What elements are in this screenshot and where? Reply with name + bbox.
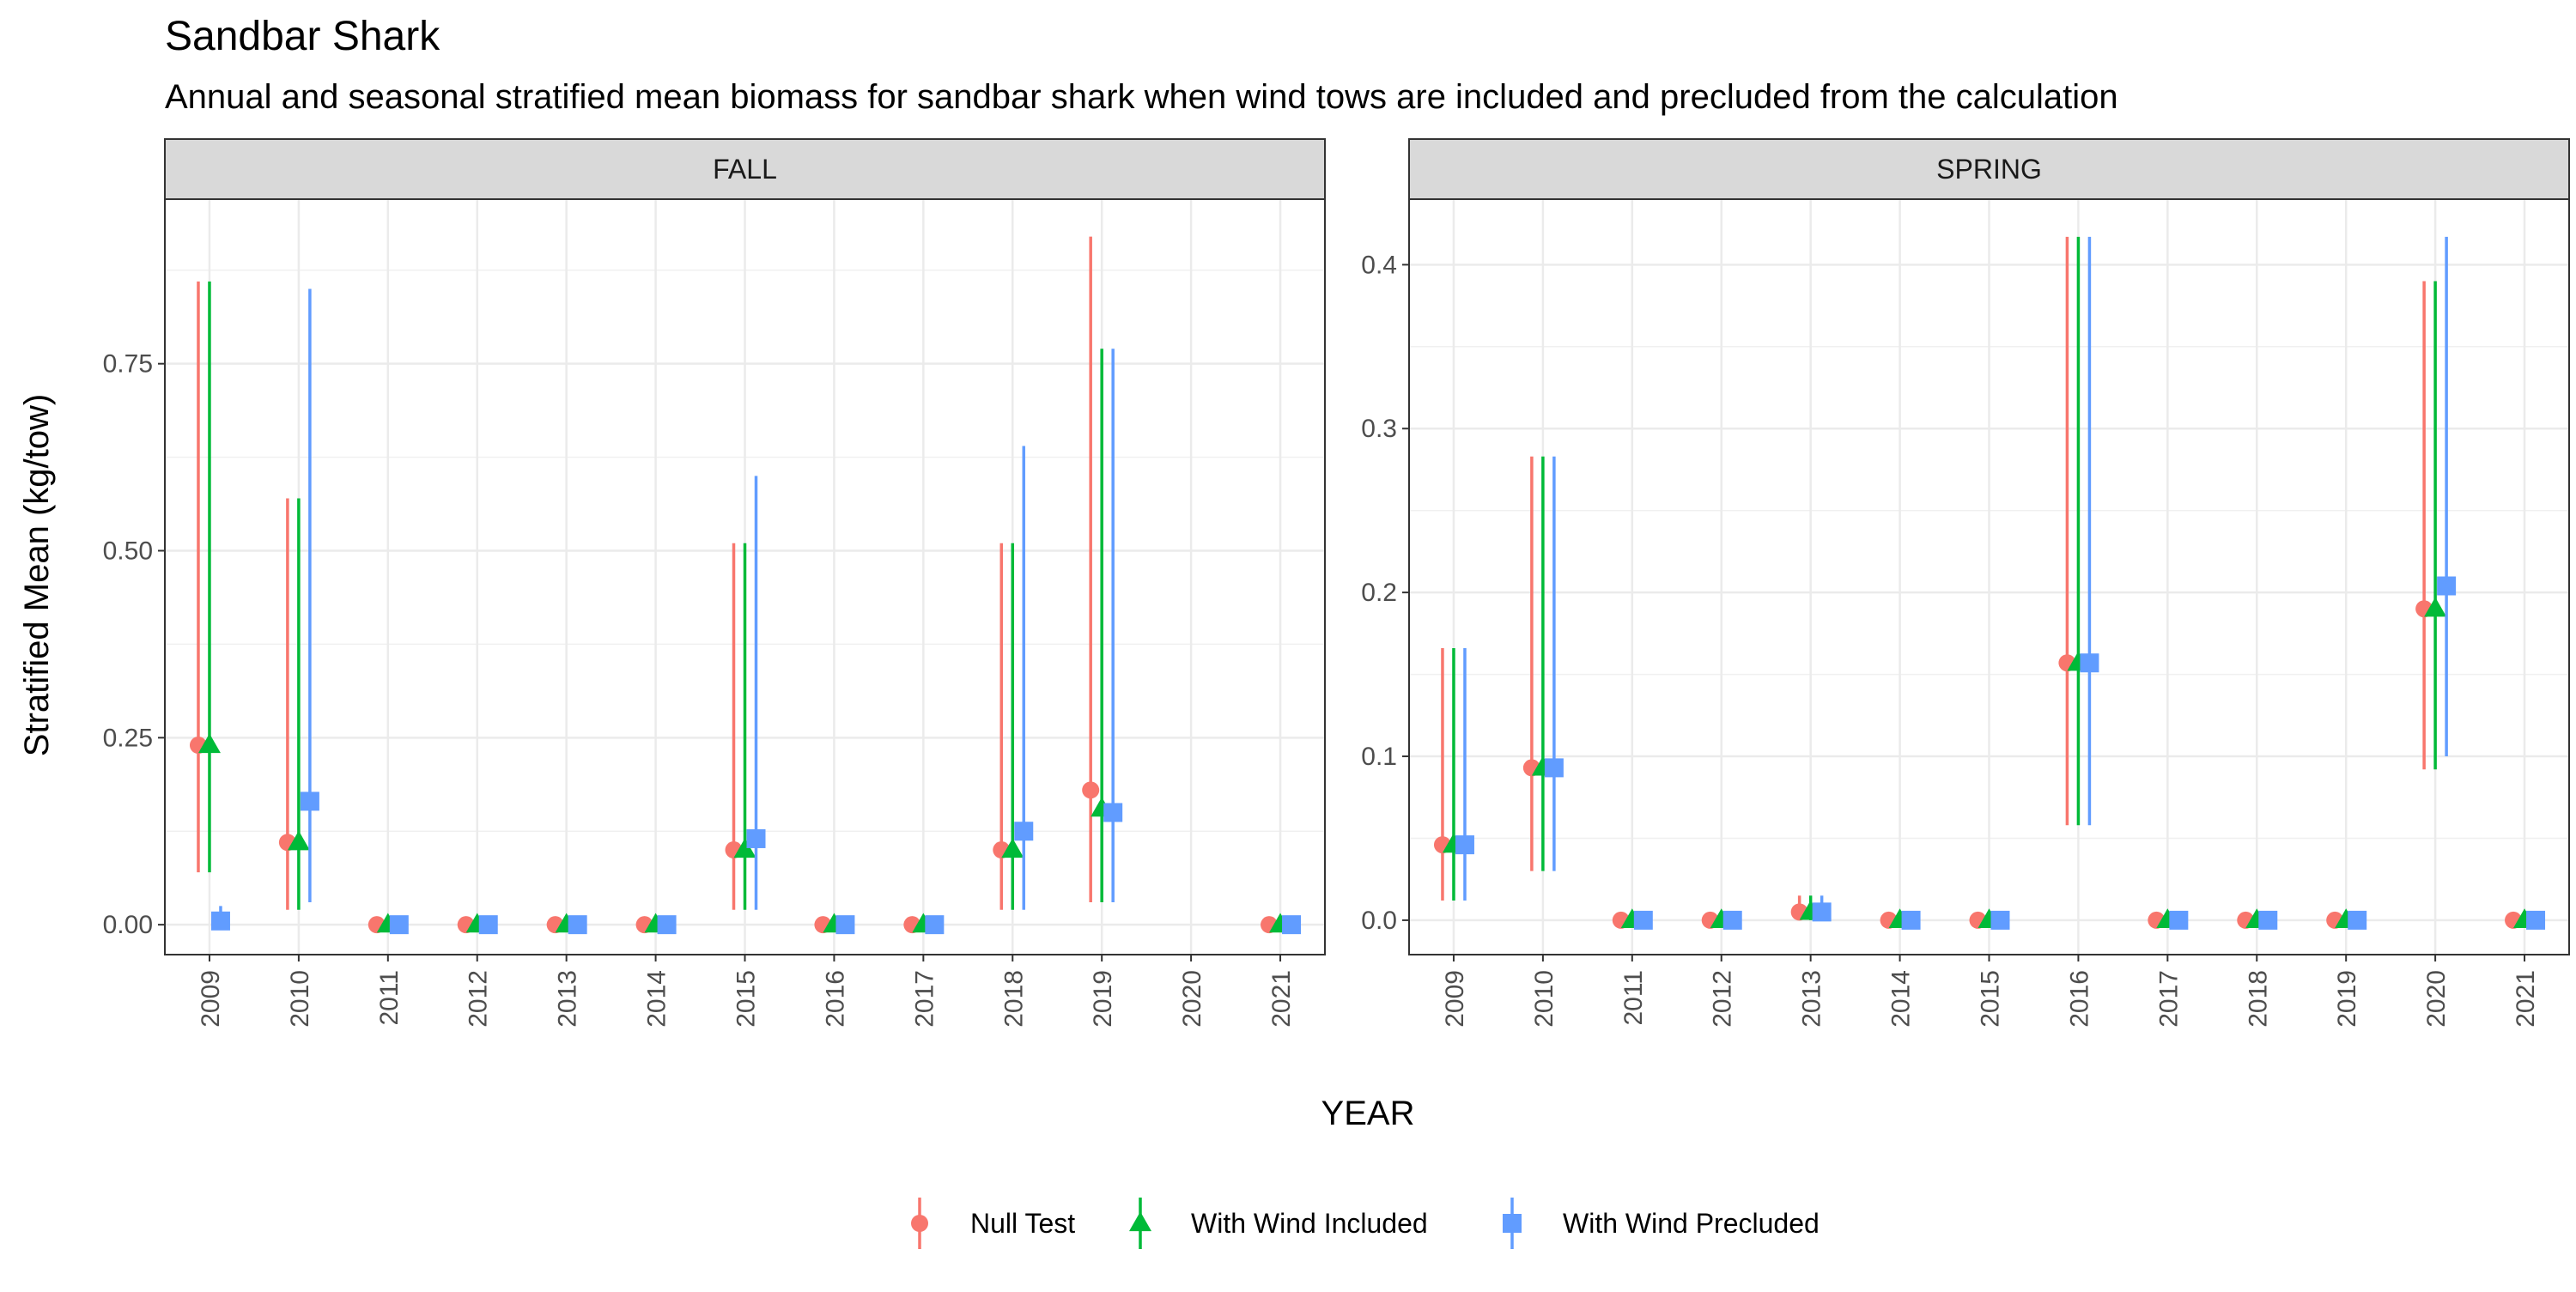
x-tick-label: 2016 <box>821 970 849 1028</box>
x-tick-label: 2017 <box>910 970 939 1028</box>
data-point <box>197 733 221 754</box>
x-tick-label: 2012 <box>1709 970 1737 1028</box>
legend-item: With Wind Precluded <box>1503 1198 1820 1249</box>
data-point <box>300 792 319 811</box>
x-tick-label: 2013 <box>554 970 582 1028</box>
legend-label: Null Test <box>970 1208 1075 1239</box>
panel-border <box>164 198 1326 955</box>
legend-key-marker <box>911 1215 928 1232</box>
data-point <box>1901 910 1921 930</box>
data-point <box>1990 910 2010 930</box>
data-point <box>2437 576 2457 596</box>
x-tick-label: 2019 <box>2333 970 2361 1028</box>
x-tick-label: 2018 <box>999 970 1028 1028</box>
x-tick-label: 2019 <box>1089 970 1117 1028</box>
x-tick-label: 2011 <box>375 970 404 1026</box>
data-point <box>1455 835 1474 855</box>
data-point <box>1103 803 1123 822</box>
panel-fall: FALL 0.00 0.25 0.50 0.75 2009 2010 2011 2012 2013… <box>103 138 1326 1028</box>
x-tick-label: 2010 <box>286 970 314 1028</box>
data-point <box>2169 910 2189 930</box>
y-tick-label: 0.0 <box>1361 907 1397 935</box>
series-with-wind-precluded <box>210 288 1302 935</box>
y-tick-label: 0.25 <box>103 724 153 752</box>
data-point <box>835 915 855 935</box>
x-axis-title: YEAR <box>1321 1095 1415 1132</box>
legend-label: With Wind Precluded <box>1563 1208 1820 1239</box>
x-tick-label: 2020 <box>2422 970 2451 1028</box>
y-axis-title: Stratified Mean (kg/tow) <box>18 394 56 756</box>
series-with-wind-precluded <box>1455 236 2546 930</box>
x-tick-label: 2009 <box>197 970 225 1028</box>
facet-strip <box>1408 138 2570 200</box>
data-point <box>2258 910 2278 930</box>
x-tick-label: 2015 <box>732 970 761 1028</box>
x-tick-label: 2014 <box>1887 970 1916 1028</box>
legend-label: With Wind Included <box>1191 1208 1428 1239</box>
legend-item: Null Test <box>911 1198 1075 1249</box>
chart-subtitle: Annual and seasonal stratified mean biom… <box>165 78 2118 116</box>
data-point <box>746 828 766 848</box>
legend-key-marker <box>1503 1214 1522 1233</box>
data-point <box>2526 910 2546 930</box>
y-tick-label: 0.50 <box>103 537 153 566</box>
data-point <box>1001 838 1024 858</box>
data-point <box>1544 758 1564 778</box>
data-point <box>2348 910 2367 930</box>
data-point <box>210 911 230 931</box>
data-point <box>287 830 310 851</box>
facet-strip <box>164 138 1326 200</box>
x-tick-label: 2015 <box>1977 970 2005 1028</box>
data-point <box>657 915 677 935</box>
y-tick-label: 0.2 <box>1361 579 1397 607</box>
data-point <box>2080 653 2099 673</box>
data-point <box>1722 910 1742 930</box>
panels: FALL 0.00 0.25 0.50 0.75 2009 2010 2011 2012 2013… <box>103 138 2570 1028</box>
y-tick-label: 0.1 <box>1361 743 1397 771</box>
legend-key-marker <box>1129 1211 1151 1232</box>
x-tick-label: 2018 <box>2244 970 2272 1028</box>
x-tick-label: 2012 <box>465 970 493 1028</box>
data-point <box>568 915 587 935</box>
x-tick-label: 2010 <box>1530 970 1558 1028</box>
legend-item: With Wind Included <box>1129 1198 1428 1249</box>
data-point <box>1812 902 1832 922</box>
chart-title: Sandbar Shark <box>165 14 440 59</box>
data-point <box>1082 781 1100 799</box>
y-tick-label: 0.4 <box>1361 251 1397 279</box>
x-tick-label: 2013 <box>1798 970 1826 1028</box>
x-tick-label: 2021 <box>1267 970 1296 1028</box>
facet-label: FALL <box>713 154 777 185</box>
x-tick-label: 2009 <box>1441 970 1469 1028</box>
legend: Null Test With Wind Included With Wind Pre… <box>911 1198 1820 1249</box>
data-point <box>478 915 498 935</box>
x-tick-label: 2016 <box>2065 970 2093 1028</box>
data-point <box>1282 915 1302 935</box>
facet-label: SPRING <box>1936 154 2042 185</box>
panel-spring: SPRING 0.0 0.1 0.2 0.3 0.4 2009 2010 2011 2012 201… <box>1361 138 2570 1028</box>
data-layer <box>189 236 1302 935</box>
y-tick-label: 0.00 <box>103 911 153 939</box>
data-point <box>389 915 409 935</box>
panel-border <box>1408 198 2570 955</box>
data-point <box>925 915 945 935</box>
data-point <box>2424 597 2447 617</box>
data-point <box>733 838 756 858</box>
x-tick-label: 2014 <box>643 970 671 1028</box>
data-layer <box>1433 236 2546 930</box>
x-tick-label: 2017 <box>2154 970 2183 1028</box>
x-tick-label: 2021 <box>2512 970 2540 1028</box>
x-tick-label: 2020 <box>1178 970 1206 1028</box>
y-tick-label: 0.75 <box>103 350 153 379</box>
data-point <box>1014 822 1034 841</box>
y-tick-label: 0.3 <box>1361 415 1397 443</box>
x-tick-label: 2011 <box>1619 970 1648 1026</box>
data-point <box>1633 910 1653 930</box>
